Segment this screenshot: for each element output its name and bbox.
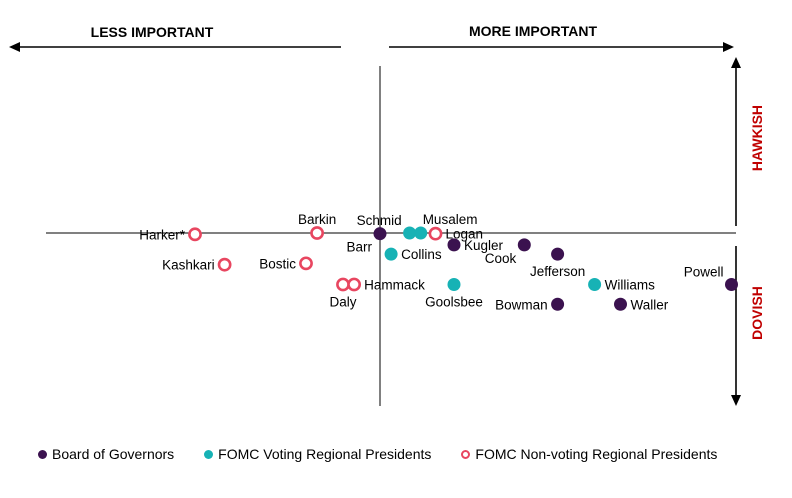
legend: Board of Governors FOMC Voting Regional … bbox=[38, 446, 747, 462]
label-collins: Collins bbox=[401, 247, 442, 262]
label-jefferson: Jefferson bbox=[530, 264, 585, 279]
label-waller: Waller bbox=[631, 297, 669, 312]
point-collins bbox=[384, 247, 398, 261]
point-cook bbox=[517, 238, 531, 252]
legend-item-voting: FOMC Voting Regional Presidents bbox=[204, 446, 431, 462]
dovish-label: DOVISH bbox=[749, 286, 765, 340]
label-kashkari: Kashkari bbox=[162, 258, 215, 273]
point-barkin bbox=[310, 226, 324, 240]
point-kashkari bbox=[217, 257, 232, 272]
label-bostic: Bostic bbox=[259, 256, 296, 271]
label-harker: Harker* bbox=[139, 227, 186, 242]
point-daly bbox=[336, 277, 350, 292]
point-jefferson bbox=[551, 247, 565, 261]
fed-dot-quadrant-chart: LESS IMPORTANT MORE IMPORTANT HAWKISH DO… bbox=[9, 23, 765, 406]
label-bowman: Bowman bbox=[495, 297, 548, 312]
left-arrow-head bbox=[9, 42, 20, 52]
point-hammack bbox=[347, 277, 361, 292]
label-musalem: Musalem bbox=[423, 212, 478, 227]
point-harker bbox=[188, 227, 202, 242]
legend-item-governors: Board of Governors bbox=[38, 446, 174, 462]
point-logan bbox=[428, 226, 443, 241]
point-williams bbox=[588, 277, 602, 291]
less-important-label: LESS IMPORTANT bbox=[91, 24, 214, 40]
voting-swatch-icon bbox=[204, 449, 214, 459]
legend-item-nonvoting: FOMC Non-voting Regional Presidents bbox=[461, 446, 717, 462]
point-barr bbox=[373, 227, 387, 241]
label-barkin: Barkin bbox=[298, 212, 336, 227]
label-daly: Daly bbox=[329, 294, 356, 309]
label-barr: Barr bbox=[346, 240, 372, 255]
data-points: Harker* Barkin Kashkari Bostic Daly Hammack Lo… bbox=[139, 212, 738, 312]
label-goolsbee: Goolsbee bbox=[425, 294, 483, 309]
point-powell bbox=[725, 277, 738, 291]
nonvoting-swatch-icon bbox=[461, 449, 471, 459]
label-logan: Logan bbox=[446, 227, 484, 242]
label-schmid: Schmid bbox=[357, 213, 402, 228]
hawkish-label: HAWKISH bbox=[749, 105, 765, 171]
point-kugler bbox=[447, 238, 461, 252]
point-waller bbox=[614, 297, 627, 311]
legend-label-nonvoting: FOMC Non-voting Regional Presidents bbox=[475, 446, 718, 462]
point-musalem bbox=[414, 226, 428, 240]
point-bostic bbox=[299, 256, 313, 271]
up-arrow-head bbox=[731, 57, 741, 68]
label-kugler: Kugler bbox=[464, 238, 504, 253]
label-cook: Cook bbox=[485, 251, 517, 266]
point-schmid bbox=[403, 226, 417, 240]
point-goolsbee bbox=[447, 277, 461, 291]
governors-swatch-icon bbox=[38, 449, 47, 459]
more-important-label: MORE IMPORTANT bbox=[469, 23, 598, 39]
legend-label-voting: FOMC Voting Regional Presidents bbox=[218, 446, 432, 462]
label-hammack: Hammack bbox=[364, 277, 425, 292]
down-arrow-head bbox=[731, 395, 741, 406]
label-williams: Williams bbox=[605, 277, 655, 292]
legend-label-governors: Board of Governors bbox=[52, 446, 175, 462]
right-arrow-head bbox=[723, 42, 734, 52]
label-powell: Powell bbox=[684, 264, 724, 279]
point-bowman bbox=[551, 297, 565, 311]
